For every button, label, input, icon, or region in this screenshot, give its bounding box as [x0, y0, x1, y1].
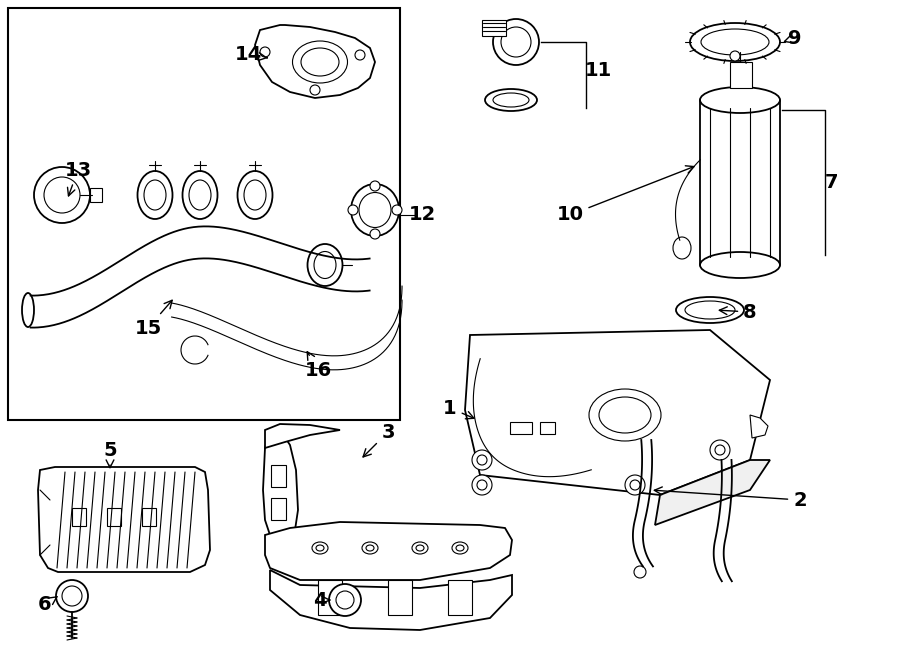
- Text: 16: 16: [304, 352, 331, 379]
- Ellipse shape: [416, 545, 424, 551]
- Bar: [388, 580, 412, 615]
- Ellipse shape: [452, 542, 468, 554]
- Polygon shape: [38, 467, 210, 572]
- Text: 1: 1: [443, 399, 474, 419]
- Ellipse shape: [312, 542, 328, 554]
- Text: 10: 10: [556, 166, 694, 225]
- Polygon shape: [465, 330, 770, 495]
- Circle shape: [355, 50, 365, 60]
- Ellipse shape: [701, 29, 769, 55]
- Ellipse shape: [700, 252, 780, 278]
- Text: 6: 6: [38, 596, 57, 615]
- Circle shape: [310, 85, 320, 95]
- Bar: [8, 8, 400, 420]
- Circle shape: [392, 205, 402, 215]
- Circle shape: [56, 580, 88, 612]
- Ellipse shape: [673, 237, 691, 259]
- Circle shape: [370, 181, 380, 191]
- Circle shape: [370, 229, 380, 239]
- Ellipse shape: [685, 301, 735, 319]
- Ellipse shape: [189, 180, 211, 210]
- Text: 2: 2: [654, 487, 806, 510]
- Circle shape: [710, 440, 730, 460]
- Polygon shape: [270, 570, 512, 630]
- Circle shape: [477, 455, 487, 465]
- Circle shape: [730, 51, 740, 61]
- Ellipse shape: [183, 171, 218, 219]
- Polygon shape: [255, 25, 375, 98]
- Ellipse shape: [351, 184, 399, 236]
- Bar: [482, 20, 506, 36]
- Text: 11: 11: [584, 61, 612, 81]
- Ellipse shape: [485, 89, 537, 111]
- Ellipse shape: [700, 87, 780, 113]
- Text: 13: 13: [65, 161, 92, 196]
- Bar: [271, 498, 286, 520]
- Text: 15: 15: [134, 300, 172, 338]
- Text: 7: 7: [825, 173, 839, 192]
- Ellipse shape: [362, 542, 378, 554]
- Ellipse shape: [456, 545, 464, 551]
- Ellipse shape: [144, 180, 166, 210]
- Text: 9: 9: [785, 28, 802, 48]
- Ellipse shape: [501, 27, 531, 57]
- Bar: [142, 508, 156, 526]
- Circle shape: [62, 586, 82, 606]
- Polygon shape: [265, 424, 340, 448]
- Ellipse shape: [292, 41, 347, 83]
- Text: 5: 5: [104, 440, 117, 468]
- Circle shape: [348, 205, 358, 215]
- Circle shape: [477, 480, 487, 490]
- Bar: [90, 188, 102, 202]
- Ellipse shape: [244, 180, 266, 210]
- Ellipse shape: [493, 93, 529, 107]
- Text: 4: 4: [313, 590, 330, 609]
- Ellipse shape: [493, 19, 539, 65]
- Ellipse shape: [138, 171, 173, 219]
- Ellipse shape: [690, 23, 780, 61]
- Circle shape: [336, 591, 354, 609]
- Bar: [510, 422, 532, 434]
- Circle shape: [329, 584, 361, 616]
- Bar: [448, 580, 472, 615]
- Circle shape: [472, 450, 492, 470]
- Circle shape: [44, 177, 80, 213]
- Ellipse shape: [359, 192, 391, 227]
- Bar: [730, 62, 752, 88]
- Polygon shape: [263, 430, 298, 540]
- Ellipse shape: [316, 545, 324, 551]
- Bar: [318, 580, 342, 615]
- Circle shape: [625, 475, 645, 495]
- Text: 3: 3: [363, 422, 395, 457]
- Ellipse shape: [308, 244, 343, 286]
- Polygon shape: [655, 460, 770, 525]
- Ellipse shape: [301, 48, 339, 76]
- Ellipse shape: [22, 293, 34, 327]
- Circle shape: [630, 480, 640, 490]
- Ellipse shape: [599, 397, 651, 433]
- Ellipse shape: [412, 542, 428, 554]
- Ellipse shape: [366, 545, 374, 551]
- Circle shape: [472, 475, 492, 495]
- Text: 12: 12: [409, 206, 436, 225]
- Circle shape: [34, 167, 90, 223]
- Ellipse shape: [589, 389, 661, 441]
- Polygon shape: [265, 522, 512, 580]
- Ellipse shape: [676, 297, 744, 323]
- Bar: [107, 508, 121, 526]
- Bar: [72, 508, 86, 526]
- Circle shape: [634, 566, 646, 578]
- Bar: [271, 465, 286, 487]
- Bar: [540, 422, 555, 434]
- Circle shape: [715, 445, 725, 455]
- Text: 8: 8: [719, 303, 757, 321]
- Polygon shape: [750, 415, 768, 438]
- Circle shape: [260, 47, 270, 57]
- Ellipse shape: [314, 251, 336, 278]
- Ellipse shape: [238, 171, 273, 219]
- Text: 14: 14: [234, 46, 267, 65]
